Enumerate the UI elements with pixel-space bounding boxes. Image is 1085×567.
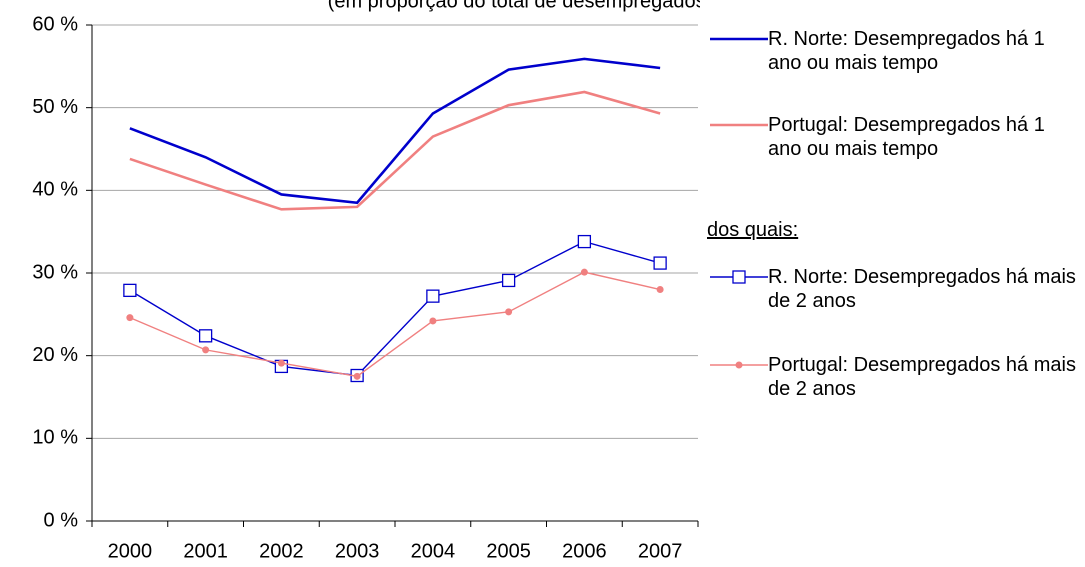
legend-label: Portugal: Desempregados há mais de 2 ano… bbox=[768, 354, 1076, 400]
marker bbox=[505, 308, 513, 316]
marker bbox=[426, 289, 440, 303]
chart-title: (em proporção do total de desempregados) bbox=[328, 0, 700, 12]
marker bbox=[429, 317, 437, 325]
x-tick-label: 2000 bbox=[108, 540, 153, 562]
x-tick-label: 2003 bbox=[335, 540, 380, 562]
y-tick-label: 0 % bbox=[44, 509, 79, 531]
y-tick-label: 20 % bbox=[32, 344, 78, 366]
legend-label: R. Norte: Desempregados há 1 ano ou mais… bbox=[768, 28, 1045, 74]
marker bbox=[126, 314, 134, 322]
marker bbox=[653, 256, 667, 270]
legend-marker bbox=[735, 361, 743, 369]
marker bbox=[277, 359, 285, 367]
legend-marker bbox=[732, 270, 746, 284]
series-line bbox=[129, 240, 661, 377]
legend-icon bbox=[710, 270, 768, 284]
marker bbox=[202, 346, 210, 354]
y-tick-label: 30 % bbox=[32, 261, 78, 283]
marker bbox=[501, 273, 516, 288]
y-tick-label: 60 % bbox=[32, 13, 78, 35]
marker bbox=[353, 372, 361, 380]
x-tick-label: 2001 bbox=[183, 540, 228, 562]
x-tick-label: 2002 bbox=[259, 540, 304, 562]
x-tick-label: 2006 bbox=[562, 540, 607, 562]
x-tick-label: 2004 bbox=[411, 540, 456, 562]
y-tick-label: 50 % bbox=[32, 96, 78, 118]
marker bbox=[198, 329, 213, 343]
marker bbox=[580, 268, 588, 276]
legend-group-label: dos quais: bbox=[707, 219, 799, 241]
series-line bbox=[129, 90, 661, 211]
chart: (em proporção do total de desempregados)… bbox=[32, 0, 700, 562]
legend-icon bbox=[710, 37, 768, 41]
legend-icon bbox=[710, 123, 768, 127]
marker bbox=[656, 286, 664, 294]
legend-label: R. Norte: Desempregados há mais de 2 ano… bbox=[768, 266, 1076, 312]
legend-label: Portugal: Desempregados há 1 ano ou mais… bbox=[768, 114, 1045, 160]
y-tick-label: 10 % bbox=[32, 427, 78, 449]
x-tick-label: 2007 bbox=[638, 540, 683, 562]
marker bbox=[123, 283, 137, 298]
marker bbox=[577, 234, 592, 249]
y-tick-label: 40 % bbox=[32, 179, 78, 201]
series-line bbox=[129, 271, 661, 378]
series-line bbox=[129, 57, 661, 205]
x-tick-label: 2005 bbox=[486, 540, 531, 562]
legend-icon bbox=[710, 361, 768, 369]
